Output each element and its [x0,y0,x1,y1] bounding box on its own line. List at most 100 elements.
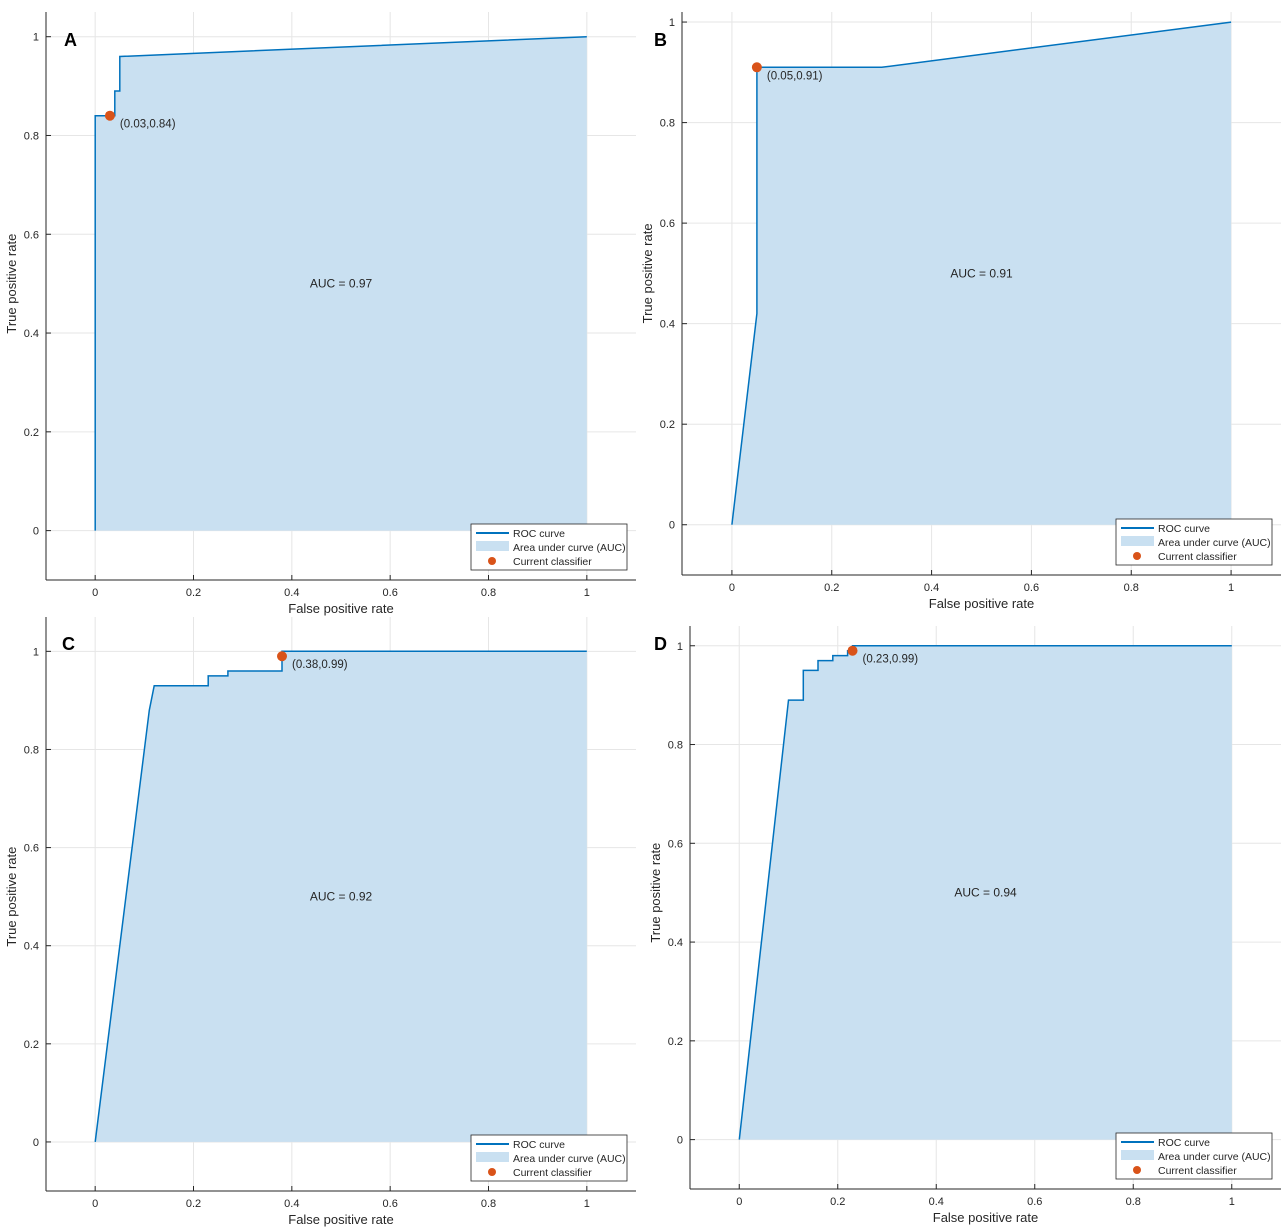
x-tick-label: 0.6 [1027,1196,1042,1208]
panel-letter: C [62,634,75,654]
x-tick-label: 1 [1229,1196,1235,1208]
x-tick-label: 0.6 [383,1198,398,1210]
y-tick-label: 0.4 [24,328,39,340]
current-classifier-label: (0.38,0.99) [292,659,348,671]
y-tick-label: 0.8 [660,118,675,130]
y-tick-label: 0 [677,1135,683,1147]
x-axis-title: False positive rate [288,1212,394,1227]
auc-value-label: AUC = 0.92 [310,890,373,904]
x-tick-label: 1 [584,1198,590,1210]
legend-auc-label: Area under curve (AUC) [513,542,626,554]
panel-letter: D [654,634,667,654]
y-tick-label: 1 [33,32,39,44]
y-tick-label: 0 [33,526,39,538]
y-tick-label: 1 [677,641,683,653]
roc-panel-a: 0 0 0.2 0.2 0.4 0.4 0.6 0.6 0.8 0.8 1 1 False positi… [4,12,636,616]
legend-roc-label: ROC curve [1158,523,1210,535]
x-tick-label: 0.4 [929,1196,944,1208]
x-tick-label: 0.4 [284,587,299,599]
panel-letter: A [64,30,77,50]
current-classifier-point [847,645,858,656]
x-tick-label: 0.8 [1126,1196,1141,1208]
legend: ROC curve Area under curve (AUC) Current c… [470,1134,628,1182]
legend-roc-label: ROC curve [513,1139,565,1151]
x-tick-label: 0.6 [1024,582,1039,594]
legend-auc-swatch [476,1152,509,1162]
x-tick-label: 0.4 [284,1198,299,1210]
x-tick-label: 1 [1228,582,1234,594]
y-axis-title: True positive rate [640,223,655,323]
legend-auc-label: Area under curve (AUC) [1158,1151,1271,1163]
x-axis-title: False positive rate [929,596,1035,611]
legend: ROC curve Area under curve (AUC) Current c… [1115,1132,1273,1180]
y-tick-label: 0.6 [24,843,39,855]
y-tick-label: 0.6 [668,838,683,850]
x-tick-label: 0.8 [481,587,496,599]
y-tick-label: 0.8 [24,744,39,756]
x-tick-label: 0.2 [186,1198,201,1210]
y-tick-label: 0.8 [24,130,39,142]
current-classifier-point [277,651,287,662]
auc-area [731,22,1232,525]
x-tick-label: 0.2 [186,587,201,599]
y-axis-title: True positive rate [4,847,19,947]
x-axis-title: False positive rate [933,1210,1039,1225]
x-tick-label: 0 [92,1198,98,1210]
roc-curve-line [94,35,587,531]
legend-auc-label: Area under curve (AUC) [1158,537,1271,549]
legend-auc-label: Area under curve (AUC) [513,1153,626,1165]
x-tick-label: 0.6 [383,587,398,599]
legend-classifier-swatch [1133,552,1141,560]
current-classifier-label: (0.03,0.84) [120,119,176,131]
legend-classifier-label: Current classifier [513,1167,592,1179]
roc-panel-b: 0 0 0.2 0.2 0.4 0.4 0.6 0.6 0.8 0.8 1 1 False positi… [640,12,1281,611]
auc-value-label: AUC = 0.94 [954,886,1017,900]
y-tick-label: 0.4 [668,937,683,949]
y-tick-label: 0.8 [668,740,683,752]
x-tick-label: 0.4 [924,582,939,594]
legend-auc-swatch [1121,1150,1154,1160]
panel-letter: B [654,30,667,50]
x-tick-label: 0.2 [830,1196,845,1208]
y-tick-label: 0.4 [660,319,675,331]
legend-classifier-label: Current classifier [513,556,592,568]
legend-classifier-swatch [488,1168,496,1176]
y-tick-label: 1 [33,646,39,658]
x-tick-label: 0.2 [824,582,839,594]
legend-classifier-label: Current classifier [1158,1165,1237,1177]
legend-auc-swatch [476,541,509,551]
legend-classifier-swatch [1133,1166,1141,1174]
auc-value-label: AUC = 0.97 [310,277,373,291]
current-classifier-label: (0.23,0.99) [863,654,919,666]
y-tick-label: 0.2 [668,1036,683,1048]
auc-area [95,36,587,531]
x-tick-label: 0.8 [481,1198,496,1210]
y-tick-label: 0.2 [24,427,39,439]
y-tick-label: 0.4 [24,941,39,953]
y-axis-title: True positive rate [4,234,19,334]
legend: ROC curve Area under curve (AUC) Current c… [1115,518,1273,566]
x-tick-label: 0 [736,1196,742,1208]
x-tick-label: 0.8 [1124,582,1139,594]
roc-panel-d: 0 0 0.2 0.2 0.4 0.4 0.6 0.6 0.8 0.8 1 1 False positi… [648,626,1281,1225]
legend-classifier-swatch [488,557,496,565]
auc-area [739,645,1232,1140]
auc-area [95,651,587,1142]
legend-classifier-label: Current classifier [1158,551,1237,563]
current-classifier-point [104,110,115,121]
y-axis-title: True positive rate [648,843,663,943]
x-axis-title: False positive rate [288,601,394,616]
x-tick-label: 0 [92,587,98,599]
y-tick-label: 1 [669,17,675,29]
auc-value-label: AUC = 0.91 [950,266,1013,280]
legend-auc-swatch [1121,536,1154,546]
roc-panel-c: 0 0 0.2 0.2 0.4 0.4 0.6 0.6 0.8 0.8 1 1 False positi… [4,617,636,1227]
x-tick-label: 1 [584,587,590,599]
y-tick-label: 0 [33,1137,39,1149]
y-tick-label: 0.6 [660,218,675,230]
y-tick-label: 0.2 [660,419,675,431]
y-tick-label: 0.2 [24,1039,39,1051]
y-tick-label: 0.6 [24,229,39,241]
current-classifier-point [751,62,762,73]
